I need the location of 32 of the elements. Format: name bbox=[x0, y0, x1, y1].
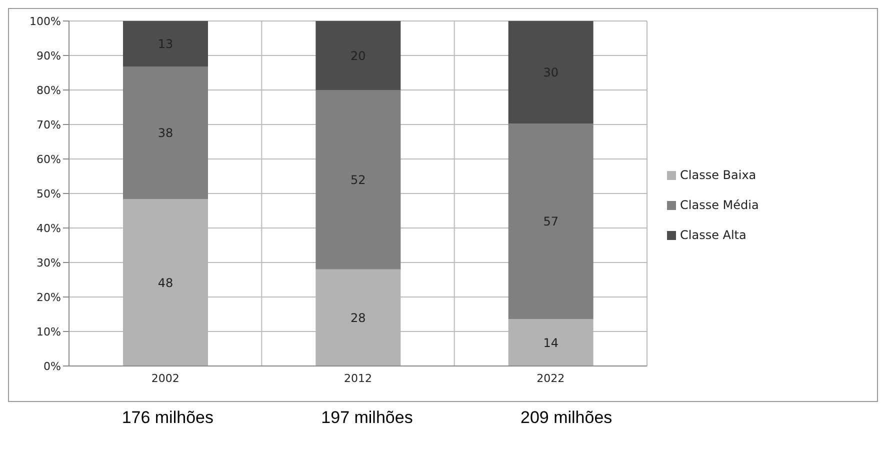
bar bbox=[316, 90, 401, 270]
y-tick-label: 70% bbox=[36, 118, 61, 132]
data-label: 57 bbox=[543, 214, 558, 229]
data-label: 14 bbox=[543, 336, 558, 350]
y-tick-label: 80% bbox=[36, 84, 61, 97]
x-tick-label: 2022 bbox=[536, 372, 565, 385]
x-tick-label: 2002 bbox=[151, 372, 180, 385]
text: 197 milhões bbox=[320, 408, 414, 428]
data-label: 38 bbox=[158, 126, 174, 140]
bar bbox=[123, 66, 208, 200]
y-tick-label: 20% bbox=[36, 290, 61, 304]
legend-label: Classe Baixa bbox=[680, 168, 756, 182]
y-tick-label: 100% bbox=[30, 14, 61, 28]
bar bbox=[508, 21, 594, 124]
y-tick-label: 0% bbox=[44, 360, 61, 373]
y-tick-label: 10% bbox=[36, 325, 61, 338]
legend-label: Classe Alta bbox=[680, 228, 746, 242]
y-tick-label: 40% bbox=[36, 222, 61, 235]
data-label: 52 bbox=[350, 172, 366, 187]
bar bbox=[316, 21, 401, 90]
y-tick-label: 90% bbox=[36, 49, 61, 62]
bar bbox=[508, 124, 594, 320]
y-tick-label: 60% bbox=[36, 152, 61, 166]
legend-label: Classe Média bbox=[680, 198, 759, 212]
y-tick-label: 50% bbox=[36, 187, 61, 200]
data-label: 48 bbox=[158, 276, 174, 290]
text: 176 milhões bbox=[120, 408, 214, 428]
text: 209 milhões bbox=[519, 408, 614, 428]
bar bbox=[123, 21, 208, 67]
data-label: 28 bbox=[350, 310, 366, 325]
y-tick-label: 30% bbox=[36, 256, 61, 270]
x-tick-label: 2012 bbox=[344, 372, 372, 385]
